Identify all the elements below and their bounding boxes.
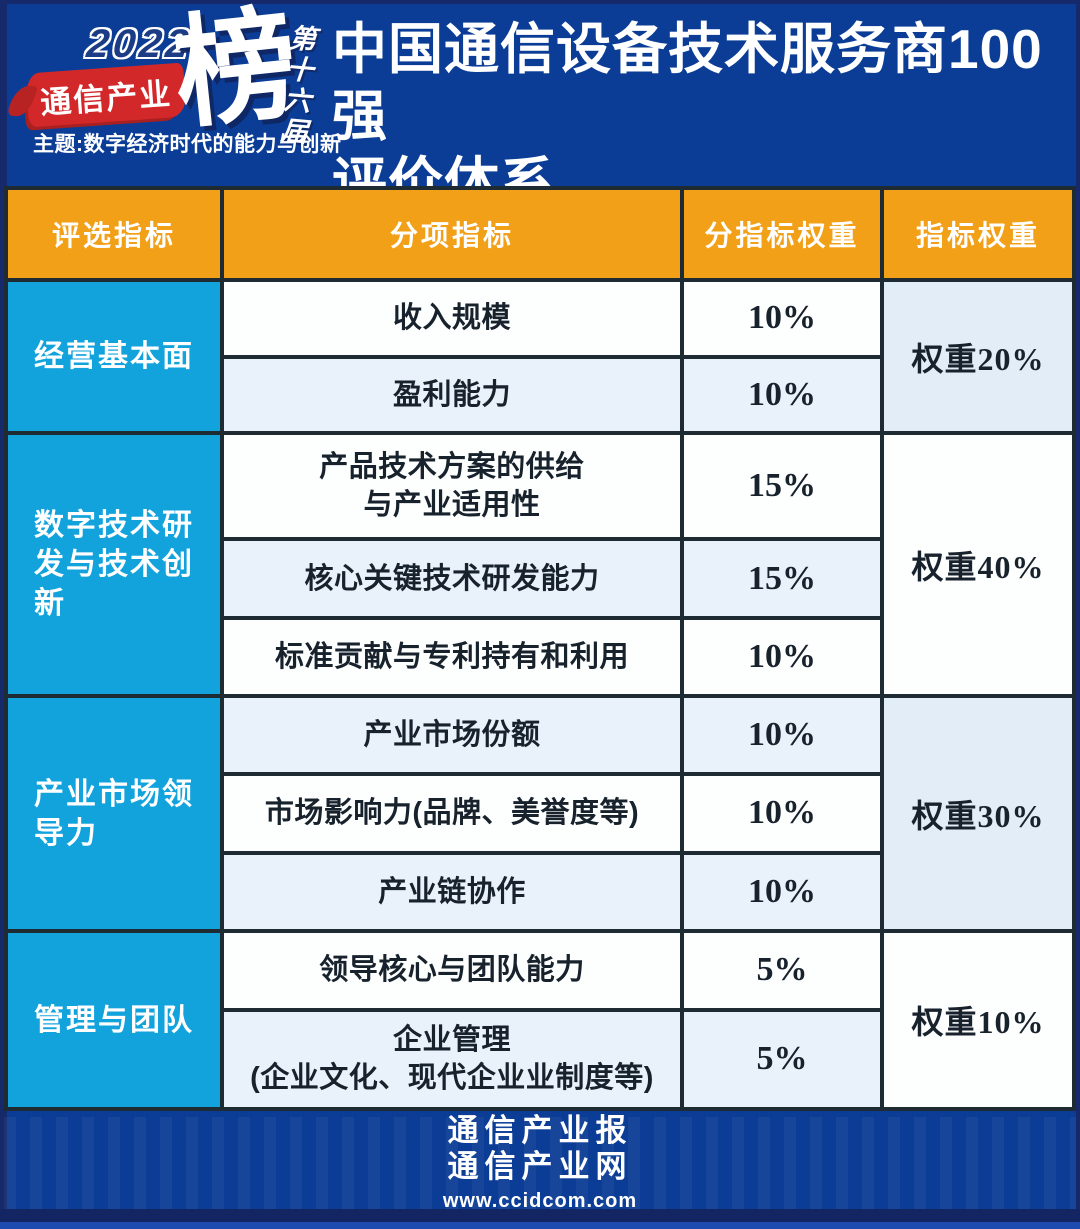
indicator-cell: 核心关键技术研发能力 [224, 541, 680, 616]
table-row: 企业管理 (企业文化、现代企业业制度等) 5% [224, 1011, 880, 1107]
column-header-indicator: 分项指标 [224, 190, 680, 278]
sub-weight-cell: 10% [684, 282, 880, 355]
bottom-dark-strip [0, 1209, 1080, 1222]
sub-weight-cell: 10% [684, 776, 880, 851]
sub-weight-cell: 10% [684, 698, 880, 773]
page-title: 中国通信设备技术服务商100强 评价体系 [332, 16, 1072, 217]
category-cell: 经营基本面 [8, 282, 220, 431]
table-header-row: 评选指标 分项指标 分指标权重 指标权重 [8, 190, 1072, 278]
footer-url: www.ccidcom.com [442, 1190, 638, 1212]
table-group-management-team: 管理与团队 领导核心与团队能力 5% 企业管理 (企业文化、现代企业业制度等) … [8, 933, 1072, 1107]
indicator-cell: 收入规模 [224, 282, 680, 355]
indicator-cell: 盈利能力 [224, 358, 680, 431]
weight-cell: 权重10% [884, 933, 1072, 1107]
banner: 2022 通信产业 榜 第十六届 主题:数字经济时代的能力与创新 中国通信设备技… [0, 0, 1080, 214]
indicator-cell: 领导核心与团队能力 [224, 933, 680, 1008]
red-brushstroke: 通信产业 [25, 62, 187, 128]
logo-theme-text: 主题:数字经济时代的能力与创新 [33, 133, 342, 156]
column-header-weight: 指标权重 [884, 190, 1072, 278]
indicator-cell: 产业市场份额 [224, 698, 680, 773]
footer-media-line2: 通信产业网 [447, 1149, 633, 1184]
indicator-cell: 标准贡献与专利持有和利用 [224, 619, 680, 695]
table-row: 盈利能力 10% [224, 358, 880, 431]
indicator-cell: 市场影响力(品牌、美誉度等) [224, 776, 680, 851]
weight-cell: 权重20% [884, 282, 1072, 431]
indicator-cell: 产业链协作 [224, 854, 680, 929]
table-row: 产业市场份额 10% [224, 698, 880, 773]
sub-weight-cell: 15% [684, 541, 880, 616]
sub-weight-cell: 10% [684, 854, 880, 929]
table-row: 收入规模 10% [224, 282, 880, 355]
table-row: 市场影响力(品牌、美誉度等) 10% [224, 776, 880, 851]
table-group-market-leadership: 产业市场领导力 产业市场份额 10% 市场影响力(品牌、美誉度等) 10% 产业… [8, 698, 1072, 929]
sub-weight-cell: 10% [684, 619, 880, 695]
table-row: 核心关键技术研发能力 15% [224, 541, 880, 616]
sub-weight-cell: 10% [684, 358, 880, 431]
table-row: 产业链协作 10% [224, 854, 880, 929]
weight-cell: 权重30% [884, 698, 1072, 929]
indicator-cell: 产品技术方案的供给 与产业适用性 [224, 435, 680, 538]
event-logo: 2022 通信产业 榜 第十六届 主题:数字经济时代的能力与创新 [25, 0, 341, 172]
bottom-blue-strip [0, 1222, 1080, 1229]
logo-brand-text: 通信产业 [39, 75, 174, 121]
sub-weight-cell: 15% [684, 435, 880, 538]
indicator-cell: 企业管理 (企业文化、现代企业业制度等) [224, 1011, 680, 1107]
footer: 通信产业报 通信产业网 www.ccidcom.com [4, 1113, 1076, 1212]
category-cell: 数字技术研发与技术创新 [8, 435, 220, 694]
category-cell: 管理与团队 [8, 933, 220, 1107]
table-group-business-fundamentals: 经营基本面 收入规模 10% 盈利能力 10% 权重20% [8, 282, 1072, 431]
table-group-digital-rnd: 数字技术研发与技术创新 产品技术方案的供给 与产业适用性 15% 核心关键技术研… [8, 435, 1072, 695]
sub-weight-cell: 5% [684, 1011, 880, 1107]
weight-cell: 权重40% [884, 435, 1072, 694]
page-title-line1: 中国通信设备技术服务商100强 [332, 18, 1043, 147]
table-row: 领导核心与团队能力 5% [224, 933, 880, 1008]
evaluation-table: 评选指标 分项指标 分指标权重 指标权重 经营基本面 收入规模 10% 盈利能力… [4, 186, 1076, 1111]
category-cell: 产业市场领导力 [8, 698, 220, 929]
sub-weight-cell: 5% [684, 933, 880, 1008]
column-header-category: 评选指标 [8, 190, 220, 278]
table-row: 产品技术方案的供给 与产业适用性 15% [224, 435, 880, 538]
column-header-sub-weight: 分指标权重 [684, 190, 880, 278]
footer-media-line1: 通信产业报 [447, 1113, 633, 1148]
table-row: 标准贡献与专利持有和利用 10% [224, 619, 880, 695]
